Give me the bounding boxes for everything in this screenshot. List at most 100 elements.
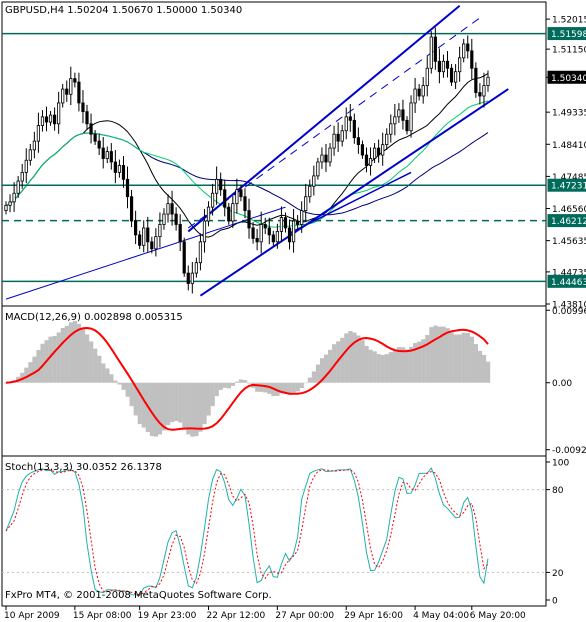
- candle-body: [332, 133, 336, 149]
- macd-bar: [226, 382, 231, 389]
- macd-bar: [105, 368, 110, 383]
- macd-bar: [202, 382, 207, 425]
- candle-body: [166, 203, 170, 215]
- macd-bar: [247, 382, 252, 384]
- candle-body: [36, 125, 41, 142]
- candle-body: [89, 123, 93, 135]
- macd-bar: [392, 349, 398, 383]
- candle-body: [405, 119, 409, 132]
- stoch-signal-line: [5, 469, 489, 596]
- candle-body: [275, 231, 279, 243]
- candle-body: [296, 220, 300, 225]
- macd-bar: [425, 335, 430, 383]
- macd-bar: [319, 358, 325, 383]
- price-tick-label: 1.43810: [552, 301, 586, 311]
- macd-bar: [437, 326, 442, 383]
- macd-bar: [396, 347, 402, 383]
- candle-body: [401, 109, 405, 121]
- candle-body: [283, 217, 288, 229]
- macd-bar: [97, 355, 102, 383]
- candle-body: [267, 227, 271, 236]
- macd-bar: [174, 382, 179, 422]
- candle-body: [352, 119, 356, 139]
- candle-body: [117, 165, 122, 173]
- candle-body: [57, 102, 61, 125]
- macd-bar: [80, 328, 86, 383]
- copyright-text: FxPro MT4, © 2001-2008 MetaQuotes Softwa…: [5, 590, 272, 601]
- candle-body: [316, 161, 320, 177]
- candle-body: [138, 234, 142, 246]
- macd-bar: [242, 380, 248, 383]
- candle-body: [372, 147, 377, 159]
- axes: 1.52015 1.51150 1.50340 1.49335 1.48410 1.474…: [4, 16, 586, 621]
- macd-bar: [295, 382, 300, 392]
- candle-body: [48, 114, 53, 123]
- macd-bar: [380, 354, 385, 383]
- macd-bar: [133, 382, 138, 416]
- ma-green-line: [5, 100, 489, 228]
- candle-body: [308, 185, 312, 198]
- macd-bar: [445, 328, 450, 383]
- candle-body: [328, 147, 332, 163]
- macd-bar: [291, 382, 296, 393]
- candle-body: [162, 213, 166, 225]
- candle-body: [32, 140, 36, 151]
- price-tick-label: 1.51150: [552, 46, 586, 56]
- candle-body: [239, 189, 243, 198]
- macd-bar: [89, 341, 94, 383]
- ma-fast-line: [5, 72, 489, 238]
- candle-body: [20, 172, 24, 182]
- stoch-main-line: [5, 467, 489, 596]
- candle-body: [97, 140, 101, 149]
- macd-bar: [170, 382, 175, 423]
- ma-slow-line: [5, 132, 489, 216]
- candle-body: [368, 158, 373, 166]
- price-label-text: 1.51598: [551, 30, 586, 40]
- candle-body: [154, 236, 158, 250]
- macd-bar: [198, 382, 203, 432]
- macd-signal-line: [5, 326, 489, 431]
- candle-body: [259, 224, 263, 243]
- candle-body: [389, 123, 393, 135]
- macd-bar: [182, 382, 187, 429]
- price-label-box: [547, 214, 586, 228]
- macd-bar: [40, 343, 45, 383]
- candle-body: [251, 227, 255, 239]
- macd-bar: [157, 382, 163, 435]
- price-label-box: [547, 70, 586, 84]
- macd-bar: [417, 341, 422, 383]
- candle-body: [377, 147, 381, 156]
- macd-bar: [255, 382, 260, 392]
- price-label-box: [547, 27, 586, 41]
- macd-bar: [129, 382, 134, 407]
- stoch-pane[interactable]: [1, 455, 547, 607]
- candle-body: [202, 220, 207, 243]
- candle-body: [482, 85, 486, 97]
- macd-bar: [421, 339, 426, 383]
- macd-bar: [461, 332, 466, 383]
- candle-body: [186, 272, 190, 284]
- macd-bar: [287, 382, 292, 395]
- price-tick-label: 1.49335: [552, 109, 586, 119]
- price-label-text: 1.44463: [551, 278, 586, 288]
- time-tick-label: 19 Apr 23:00: [138, 611, 197, 621]
- macd-bar: [457, 334, 462, 383]
- macd-bar: [20, 372, 25, 383]
- candle-body: [486, 76, 490, 86]
- price-tick-label: 1.44735: [552, 268, 586, 278]
- stoch-tick-label: 80: [552, 486, 564, 496]
- candle-body: [81, 102, 85, 113]
- trend-line-mid: [289, 171, 412, 234]
- stoch-header: Stoch(13,3,3) 30.0352 26.1378: [5, 462, 162, 473]
- candle-body: [356, 137, 360, 146]
- macd-bar: [113, 380, 118, 383]
- macd-bar: [52, 335, 57, 383]
- candle-body: [4, 204, 8, 211]
- candle-body: [198, 241, 203, 264]
- macd-bar: [449, 332, 454, 383]
- candle-body: [235, 189, 239, 205]
- macd-bar: [210, 382, 215, 407]
- candle-body: [227, 206, 231, 222]
